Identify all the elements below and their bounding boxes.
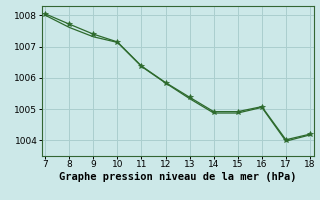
X-axis label: Graphe pression niveau de la mer (hPa): Graphe pression niveau de la mer (hPa) <box>59 172 296 182</box>
